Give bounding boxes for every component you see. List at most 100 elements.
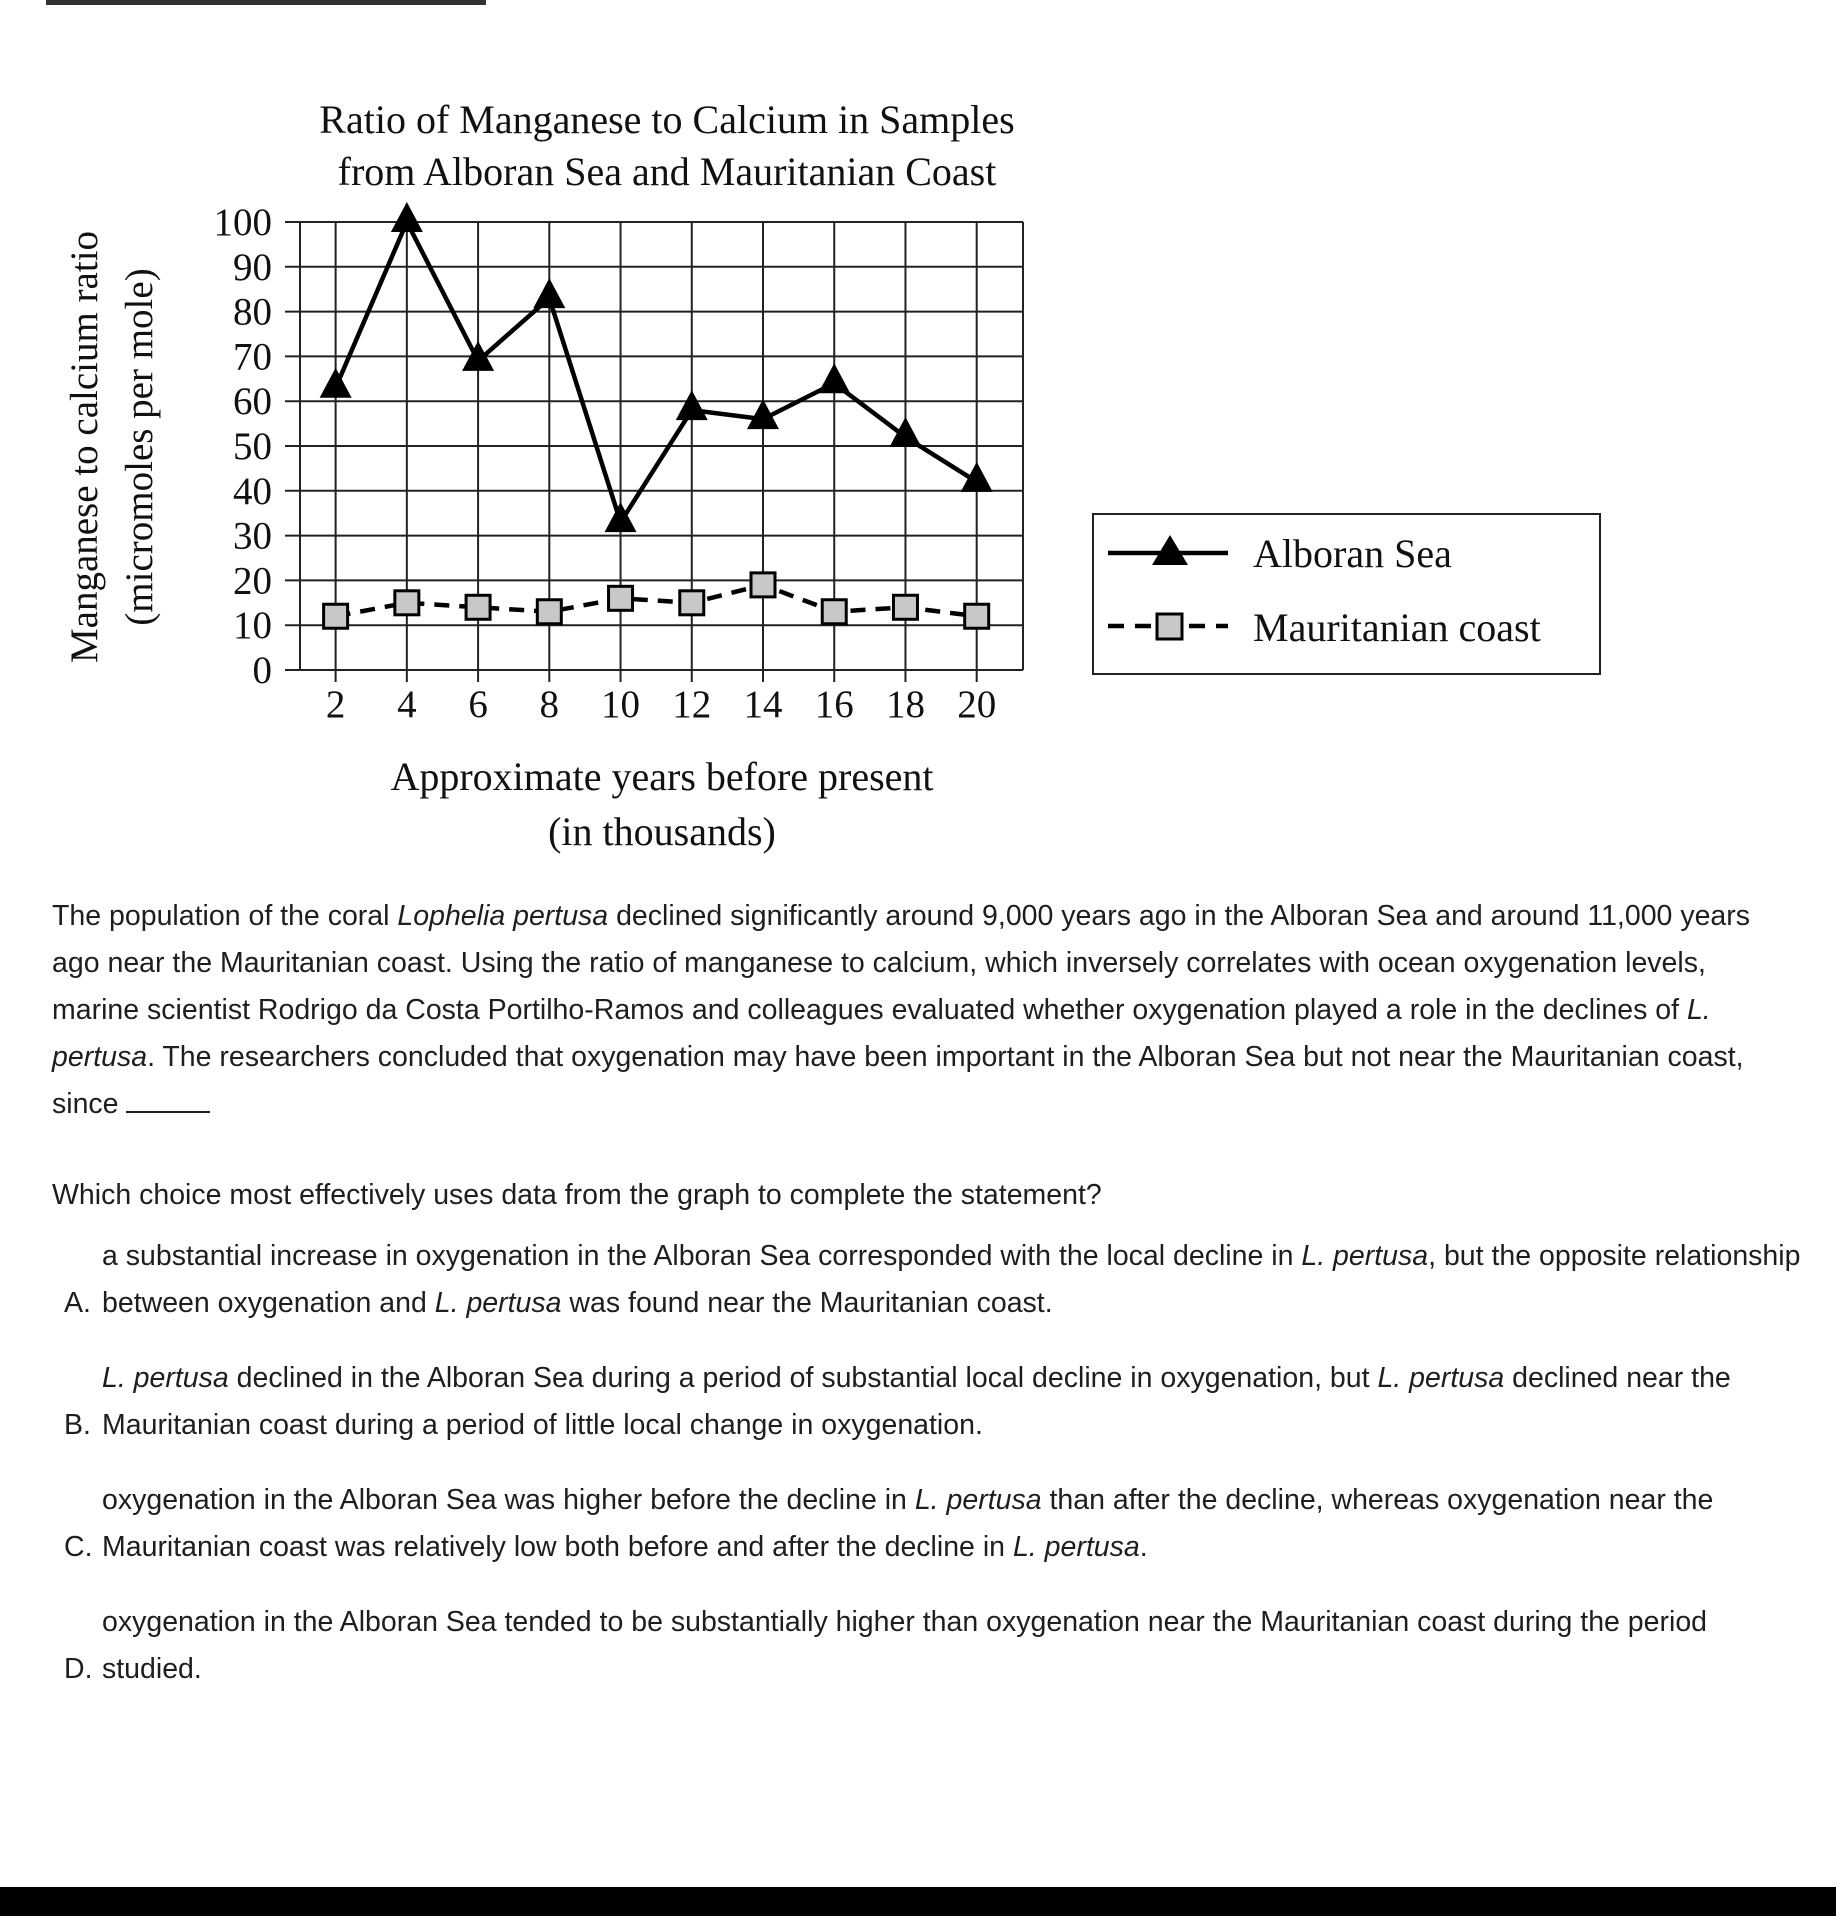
y-tick-label: 20: [233, 559, 272, 602]
choice-a-text-3: was found near the Mauritanian coast.: [561, 1287, 1053, 1319]
answer-choices: A. a substantial increase in oxygenation…: [64, 1233, 1804, 1721]
x-tick-label: 8: [540, 683, 560, 726]
data-point-triangle: [818, 363, 851, 394]
data-point-triangle: [747, 399, 780, 430]
data-point-square: [322, 602, 350, 630]
data-point-square: [749, 571, 777, 599]
choice-a-letter: A.: [64, 1287, 91, 1319]
choice-c-letter: C.: [64, 1531, 93, 1563]
x-tick-label: 20: [957, 683, 996, 726]
choice-a-species-1: L. pertusa: [1301, 1240, 1429, 1272]
y-axis-label: Manganese to calcium ratio (micromoles p…: [63, 231, 161, 663]
choice-c-text-3: .: [1139, 1531, 1148, 1563]
series-line: [333, 219, 978, 525]
y-tick-label: 10: [233, 604, 272, 647]
data-point-square: [464, 593, 492, 621]
series-line: [335, 582, 977, 619]
data-point-triangle: [462, 340, 495, 371]
chart: Ratio of Manganese to Calcium in Samples…: [63, 97, 1601, 854]
data-point-triangle: [960, 461, 993, 492]
series-mauritanian-coast: [322, 571, 991, 630]
passage-text-2: declined significantly around 9,000 year…: [52, 900, 1751, 1026]
y-tick-label: 50: [233, 425, 272, 468]
legend-marker-square: [1155, 612, 1184, 641]
x-axis-label-line-1: Approximate years before present: [390, 754, 933, 799]
choice-a-text: a substantial increase in oxygenation in…: [102, 1233, 1804, 1327]
x-tick-label: 16: [815, 683, 854, 726]
top-divider-bar: [46, 0, 486, 5]
chart-grid: [285, 221, 1024, 682]
data-point-square: [607, 584, 635, 612]
data-point-triangle: [533, 278, 566, 309]
legend-label-alboran: Alboran Sea: [1253, 531, 1452, 576]
x-tick-label: 18: [886, 683, 925, 726]
y-tick-label: 80: [233, 291, 272, 334]
question-stem: Which choice most effectively uses data …: [52, 1179, 1102, 1211]
y-tick-label: 40: [233, 470, 272, 513]
choice-c-species-1: L. pertusa: [914, 1484, 1042, 1516]
choice-b-species-1: L. pertusa: [102, 1362, 229, 1394]
passage-text-3: . The researchers concluded that oxygena…: [52, 1041, 1744, 1120]
choice-c-species-2: L. pertusa: [1012, 1531, 1140, 1563]
choice-c[interactable]: C. oxygenation in the Alboran Sea was hi…: [64, 1477, 1804, 1571]
legend-marker-triangle: [1152, 535, 1188, 565]
data-point-square: [393, 589, 421, 617]
passage-text-1: The population of the coral: [52, 900, 398, 932]
data-point-square: [820, 598, 848, 626]
choice-b-species-2: L. pertusa: [1377, 1362, 1505, 1394]
x-tick-label: 4: [397, 683, 417, 726]
legend: Alboran Sea Mauritanian coast: [1092, 513, 1601, 675]
data-point-square: [963, 602, 991, 630]
y-tick-label: 90: [233, 246, 272, 289]
choice-d[interactable]: D. oxygenation in the Alboran Sea tended…: [64, 1599, 1804, 1693]
choice-a-text-1: a substantial increase in oxygenation in…: [102, 1240, 1302, 1272]
data-point-square: [891, 593, 919, 621]
legend-box: [1092, 513, 1601, 675]
series-layer: [319, 202, 993, 630]
data-point-triangle: [889, 417, 922, 448]
x-axis-label-line-2: (in thousands): [548, 809, 776, 854]
x-axis-ticks: 2 4 6 8 10 12 14 16 18 20: [326, 683, 996, 726]
chart-title-line-1: Ratio of Manganese to Calcium in Samples: [319, 97, 1014, 142]
passage-species-name: Lophelia pertusa: [397, 900, 609, 932]
chart-title: Ratio of Manganese to Calcium in Samples…: [319, 97, 1014, 194]
x-tick-label: 6: [468, 683, 488, 726]
x-tick-label: 14: [744, 683, 783, 726]
passage: The population of the coral Lophelia per…: [52, 893, 1797, 1128]
x-axis-label: Approximate years before present (in tho…: [390, 754, 933, 854]
x-tick-label: 10: [601, 683, 640, 726]
x-tick-label: 12: [672, 683, 711, 726]
choice-b[interactable]: B. L. pertusa declined in the Alboran Se…: [64, 1355, 1804, 1449]
series-alboran-sea: [319, 202, 993, 533]
data-point-triangle: [675, 390, 708, 421]
choice-d-letter: D.: [64, 1653, 93, 1685]
choice-b-text-2: declined near the Mauritanian coast duri…: [102, 1362, 1731, 1441]
choice-b-text: L. pertusa declined in the Alboran Sea d…: [102, 1355, 1804, 1449]
answer-blank: [126, 1087, 211, 1113]
choice-b-letter: B.: [64, 1409, 91, 1441]
chart-title-line-2: from Alboran Sea and Mauritanian Coast: [338, 149, 997, 194]
data-point-triangle: [604, 502, 637, 533]
y-tick-label: 70: [233, 335, 272, 378]
bottom-bar: [0, 1887, 1836, 1916]
y-tick-label: 0: [253, 649, 273, 692]
choice-c-text-2: than after the decline, whereas oxygenat…: [102, 1484, 1714, 1563]
legend-label-mauritanian: Mauritanian coast: [1253, 605, 1541, 650]
choice-c-text-1: oxygenation in the Alboran Sea was highe…: [102, 1484, 915, 1516]
choice-c-text: oxygenation in the Alboran Sea was highe…: [102, 1477, 1804, 1571]
choice-b-text-1: declined in the Alboran Sea during a per…: [228, 1362, 1378, 1394]
choice-a-text-2: , but the opposite relationship between …: [102, 1240, 1801, 1319]
x-tick-label: 2: [326, 683, 346, 726]
y-tick-label: 30: [233, 515, 272, 558]
y-tick-label: 100: [214, 201, 273, 244]
data-point-square: [678, 589, 706, 617]
passage-species-abbrev: L. pertusa: [52, 994, 1711, 1073]
y-tick-label: 60: [233, 380, 272, 423]
choice-a-species-2: L. pertusa: [434, 1287, 562, 1319]
choice-a[interactable]: A. a substantial increase in oxygenation…: [64, 1233, 1804, 1327]
data-point-triangle: [390, 202, 423, 232]
data-point-triangle: [319, 367, 352, 398]
y-axis-label-line-1: Manganese to calcium ratio: [63, 231, 106, 663]
y-axis-label-line-2: (micromoles per mole): [118, 268, 161, 625]
